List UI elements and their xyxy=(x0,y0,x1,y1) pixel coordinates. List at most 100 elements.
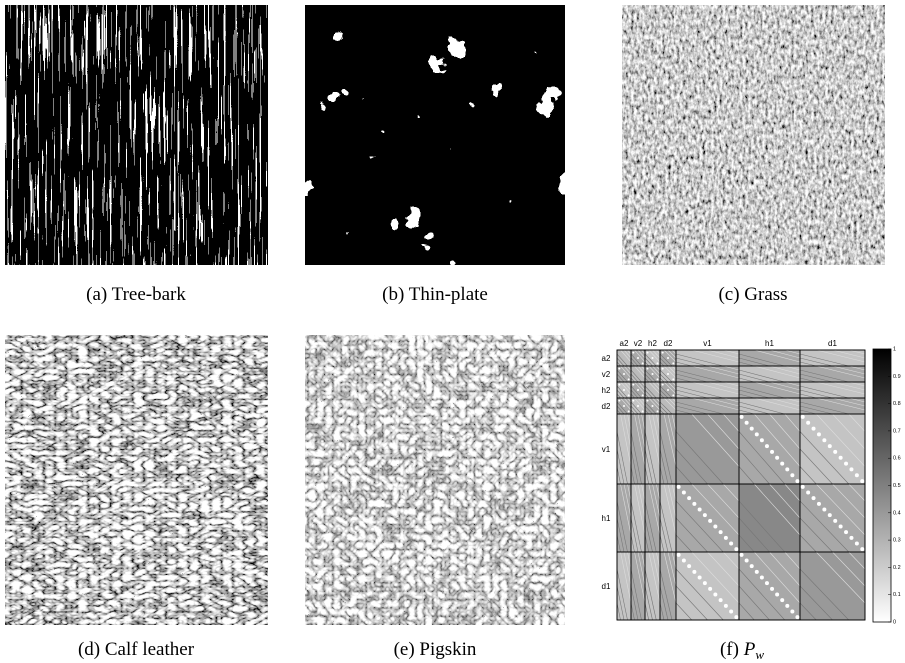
matrix-block xyxy=(645,382,660,398)
matrix-plot: a2a2v2v2h2h2d2d2v1v1h1h1d1d100.10.20.30.… xyxy=(602,339,901,625)
matrix-block xyxy=(645,552,660,620)
colorbar-tick-label: 0.1 xyxy=(893,592,901,598)
matrix-block xyxy=(617,484,631,552)
matrix-dot xyxy=(632,384,634,386)
matrix-block xyxy=(800,414,865,484)
matrix-dot xyxy=(652,357,654,359)
column-label: h2 xyxy=(648,339,657,348)
matrix-dot xyxy=(745,421,749,425)
matrix-dot xyxy=(760,576,764,580)
colorbar-tick-label: 0.5 xyxy=(893,483,901,489)
matrix-dot xyxy=(775,456,779,460)
matrix-block xyxy=(660,414,676,484)
matrix-dot xyxy=(724,536,728,540)
colorbar-tick-label: 0.6 xyxy=(893,456,901,462)
row-label: v2 xyxy=(602,370,611,379)
matrix-dot xyxy=(806,491,810,495)
column-label: v2 xyxy=(634,339,643,348)
matrix-block xyxy=(676,350,739,366)
matrix-dot xyxy=(687,496,691,500)
matrix-block xyxy=(617,350,631,366)
column-label: h1 xyxy=(765,339,774,348)
row-label: v1 xyxy=(602,445,611,454)
matrix-dot xyxy=(692,502,696,506)
matrix-dot xyxy=(844,530,848,534)
matrix-block xyxy=(739,382,800,398)
matrix-block xyxy=(739,484,800,552)
matrix-dot xyxy=(729,610,733,614)
matrix-dot xyxy=(750,564,754,568)
matrix-block xyxy=(617,552,631,620)
matrix-block xyxy=(739,414,800,484)
texture-image xyxy=(5,5,268,265)
matrix-dot xyxy=(719,598,723,602)
matrix-dot xyxy=(765,581,769,585)
matrix-dot xyxy=(734,547,738,551)
matrix-dot xyxy=(703,513,707,517)
colorbar-tick-label: 0.7 xyxy=(893,428,901,434)
matrix-dot xyxy=(775,593,779,597)
matrix-dot xyxy=(795,479,799,483)
matrix-dot xyxy=(839,456,843,460)
matrix-dot xyxy=(855,473,859,477)
matrix-dot xyxy=(623,389,625,391)
matrix-dot xyxy=(657,362,659,364)
column-label: a2 xyxy=(620,339,629,348)
matrix-block xyxy=(631,366,645,382)
colorbar-tick-label: 0.8 xyxy=(893,401,901,407)
matrix-dot xyxy=(698,508,702,512)
matrix-dot xyxy=(755,432,759,436)
texture-image xyxy=(305,335,565,625)
matrix-dot xyxy=(632,400,634,402)
matrix-block xyxy=(800,398,865,414)
caption: (c) Grass xyxy=(718,284,787,305)
matrix-dot xyxy=(755,570,759,574)
matrix-dot xyxy=(822,508,826,512)
matrix-block xyxy=(800,484,865,552)
matrix-dot xyxy=(677,553,681,557)
matrix-dot xyxy=(855,542,859,546)
matrix-dot xyxy=(672,394,674,396)
column-label: d2 xyxy=(664,339,673,348)
matrix-dot xyxy=(785,467,789,471)
matrix-dot xyxy=(745,559,749,563)
matrix-dot xyxy=(667,357,669,359)
matrix-block xyxy=(631,414,645,484)
matrix-dot xyxy=(844,462,848,466)
matrix-dot xyxy=(780,462,784,466)
matrix-dot xyxy=(713,593,717,597)
matrix-dot xyxy=(703,581,707,585)
matrix-dot xyxy=(657,378,659,380)
matrix-dot xyxy=(795,615,799,619)
matrix-block xyxy=(631,484,645,552)
matrix-block xyxy=(739,366,800,382)
matrix-dot xyxy=(770,587,774,591)
matrix-block xyxy=(676,552,739,620)
matrix-dot xyxy=(642,362,644,364)
matrix-dot xyxy=(677,485,681,489)
matrix-dot xyxy=(760,438,764,442)
row-label: h2 xyxy=(602,386,611,395)
matrix-dot xyxy=(860,479,864,483)
matrix-dot xyxy=(812,496,816,500)
matrix-dot xyxy=(623,373,625,375)
matrix-dot xyxy=(740,415,744,419)
caption: (e) Pigskin xyxy=(394,639,477,660)
matrix-block xyxy=(617,414,631,484)
matrix-dot xyxy=(652,405,654,407)
matrix-dot xyxy=(632,352,634,354)
colorbar-tick-label: 0.9 xyxy=(893,374,901,380)
matrix-block xyxy=(800,350,865,366)
matrix-dot xyxy=(729,542,733,546)
column-label: v1 xyxy=(703,339,712,348)
row-label: h1 xyxy=(602,514,611,523)
matrix-dot xyxy=(849,467,853,471)
matrix-dot xyxy=(667,373,669,375)
matrix-block xyxy=(660,552,676,620)
matrix-dot xyxy=(833,450,837,454)
row-label: a2 xyxy=(602,354,611,363)
matrix-dot xyxy=(860,547,864,551)
matrix-dot xyxy=(740,553,744,557)
matrix-dot xyxy=(647,368,649,370)
column-label: d1 xyxy=(828,339,837,348)
